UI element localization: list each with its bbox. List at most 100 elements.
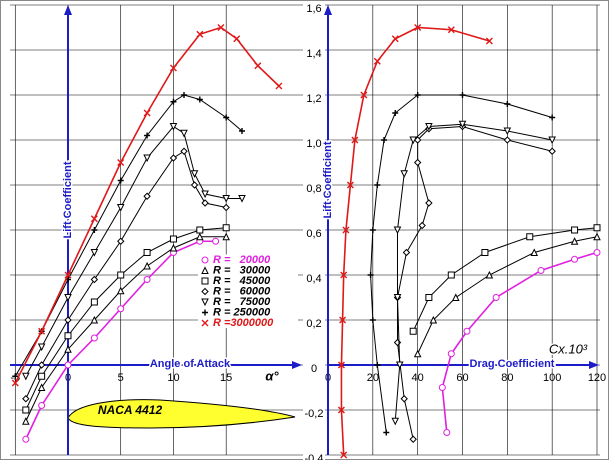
legend-marker bbox=[201, 298, 209, 307]
marker bbox=[438, 384, 446, 391]
marker bbox=[548, 136, 556, 145]
marker bbox=[537, 267, 545, 274]
marker bbox=[91, 227, 98, 233]
tick-label-bg bbox=[303, 408, 325, 420]
marker bbox=[170, 98, 177, 105]
marker bbox=[169, 243, 178, 252]
marker bbox=[90, 249, 99, 257]
marker bbox=[143, 276, 151, 283]
marker bbox=[38, 402, 46, 409]
marker bbox=[169, 235, 177, 243]
marker bbox=[22, 435, 30, 443]
y-axis-label: Lift Coefficient bbox=[62, 161, 74, 238]
marker bbox=[593, 249, 601, 256]
marker bbox=[530, 248, 539, 256]
marker bbox=[37, 343, 46, 352]
marker bbox=[238, 195, 246, 203]
marker bbox=[367, 272, 374, 278]
legend-label: R = 60000 bbox=[213, 285, 271, 297]
marker bbox=[381, 137, 388, 143]
marker bbox=[64, 345, 72, 353]
marker bbox=[409, 435, 417, 443]
legend-marker bbox=[201, 287, 209, 296]
marker bbox=[409, 136, 417, 145]
y-tick-label: 0,8 bbox=[306, 183, 321, 195]
legend-bg bbox=[198, 275, 298, 286]
legend-marker bbox=[202, 309, 208, 316]
curve bbox=[14, 26, 280, 384]
marker bbox=[222, 224, 230, 232]
marker bbox=[222, 195, 230, 203]
x-tick-label: 100 bbox=[543, 372, 561, 384]
marker bbox=[143, 192, 151, 200]
tick-label-bg bbox=[303, 3, 325, 15]
legend-bg bbox=[198, 265, 298, 276]
marker bbox=[409, 327, 417, 335]
marker bbox=[90, 215, 98, 223]
marker bbox=[223, 114, 230, 121]
marker bbox=[391, 35, 399, 43]
tick-label-bg bbox=[303, 228, 325, 240]
x-unit: α° bbox=[265, 368, 279, 383]
marker bbox=[443, 429, 451, 436]
airfoil bbox=[67, 399, 296, 429]
legend-marker bbox=[201, 277, 209, 285]
marker bbox=[12, 373, 19, 380]
marker bbox=[37, 361, 46, 369]
legend-marker bbox=[201, 319, 209, 327]
y-tick-label: 1,2 bbox=[306, 93, 321, 105]
axis-arrow bbox=[292, 361, 302, 369]
marker bbox=[201, 199, 209, 207]
marker bbox=[275, 82, 283, 90]
tick-label-bg bbox=[303, 318, 325, 330]
marker bbox=[339, 316, 347, 324]
marker bbox=[526, 233, 534, 241]
legend-bg bbox=[198, 296, 298, 307]
x-tick-label: 40 bbox=[412, 372, 424, 384]
marker bbox=[22, 417, 30, 425]
marker bbox=[481, 249, 489, 256]
y-tick-label: 1,0 bbox=[306, 138, 321, 150]
marker bbox=[144, 132, 151, 139]
tick-label-bg bbox=[303, 183, 325, 195]
marker bbox=[11, 379, 19, 387]
y-tick-label: -0,2 bbox=[305, 408, 324, 420]
marker bbox=[447, 26, 455, 34]
marker bbox=[90, 334, 98, 342]
marker bbox=[392, 110, 399, 116]
marker bbox=[391, 417, 400, 426]
marker bbox=[90, 298, 98, 306]
y-tick-label: 0,2 bbox=[306, 318, 321, 330]
marker bbox=[485, 37, 493, 45]
marker bbox=[190, 181, 199, 189]
legend-label: R = 30000 bbox=[213, 264, 271, 276]
marker bbox=[451, 293, 460, 301]
legend-bg bbox=[198, 317, 298, 328]
marker bbox=[393, 226, 402, 235]
marker bbox=[593, 232, 601, 241]
airfoil-label: NACA 4412 bbox=[98, 403, 163, 417]
marker bbox=[196, 30, 204, 38]
marker bbox=[369, 227, 376, 233]
marker bbox=[64, 294, 72, 302]
marker bbox=[413, 158, 422, 167]
curve bbox=[441, 251, 598, 433]
marker bbox=[570, 237, 579, 245]
marker bbox=[64, 332, 72, 340]
marker bbox=[418, 221, 426, 230]
marker bbox=[117, 305, 125, 313]
marker bbox=[64, 361, 72, 369]
marker bbox=[414, 24, 422, 31]
marker bbox=[169, 64, 177, 72]
marker bbox=[360, 91, 368, 99]
marker bbox=[212, 237, 220, 245]
marker bbox=[374, 182, 381, 188]
marker bbox=[400, 170, 409, 178]
tick-label-bg bbox=[303, 363, 325, 375]
marker bbox=[196, 226, 204, 234]
x-axis-label: Angle of Attack bbox=[150, 358, 231, 370]
tick-label-bg bbox=[303, 48, 325, 60]
marker bbox=[38, 327, 46, 335]
marker bbox=[402, 248, 411, 257]
